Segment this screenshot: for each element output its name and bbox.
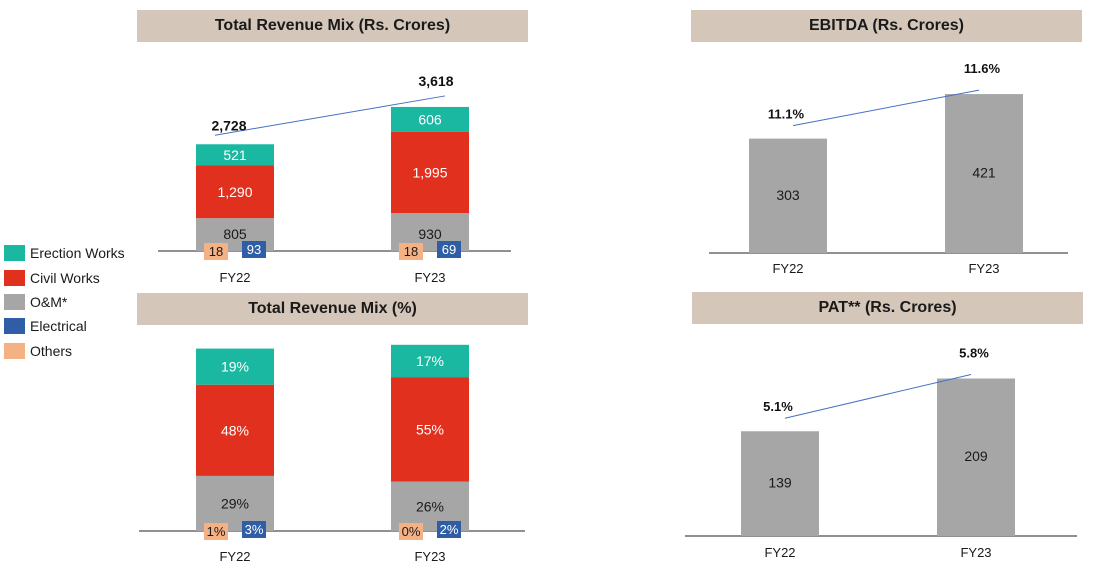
legend-swatch-civil xyxy=(4,269,25,286)
chart-title-pat: PAT** (Rs. Crores) xyxy=(692,292,1083,324)
data-label: 1,290 xyxy=(217,184,252,200)
bar-segment-erectionworks-fy22 xyxy=(196,348,274,385)
data-label: 69 xyxy=(442,242,456,257)
bar-segment-civilworks-fy22 xyxy=(196,165,274,219)
x-tick-label: FY23 xyxy=(414,549,445,564)
data-label: 55% xyxy=(416,421,444,437)
data-label: 1% xyxy=(207,524,226,539)
legend: Erection Works Civil Works O&M* Electric… xyxy=(4,241,125,363)
marker-others-fy22 xyxy=(204,243,228,260)
chart-title-ebitda: EBITDA (Rs. Crores) xyxy=(691,10,1082,42)
marker-electrical-fy23 xyxy=(437,241,461,258)
chart-title-revenue-mix-crores: Total Revenue Mix (Rs. Crores) xyxy=(137,10,528,42)
legend-swatch-erection xyxy=(4,245,25,262)
x-tick-label: FY23 xyxy=(968,261,999,276)
data-label: 0% xyxy=(402,524,421,539)
bar-segment-erectionworks-fy23 xyxy=(391,344,469,378)
x-tick-label: FY22 xyxy=(772,261,803,276)
total-label: 2,728 xyxy=(211,117,246,133)
data-label: 29% xyxy=(221,495,249,511)
bar-fy22 xyxy=(749,138,827,253)
legend-label: Erection Works xyxy=(30,245,125,262)
x-tick-label: FY22 xyxy=(219,270,250,285)
data-label: 139 xyxy=(768,475,792,491)
marker-electrical-fy23 xyxy=(437,521,461,538)
data-label: 3% xyxy=(245,522,264,537)
marker-others-fy22 xyxy=(204,523,228,540)
trend-line xyxy=(214,95,446,136)
margin-label: 5.1% xyxy=(763,399,793,414)
trend-line xyxy=(792,89,980,127)
marker-others-fy23 xyxy=(399,523,423,540)
data-label: 805 xyxy=(223,226,247,242)
data-label: 17% xyxy=(416,353,444,369)
marker-electrical-fy22 xyxy=(242,241,266,258)
legend-swatch-electrical xyxy=(4,318,25,335)
data-label: 18 xyxy=(404,244,418,259)
marker-electrical-fy22 xyxy=(242,521,266,538)
data-label: 303 xyxy=(776,187,800,203)
data-label: 18 xyxy=(209,244,223,259)
bar-segment-civilworks-fy23 xyxy=(391,377,469,482)
data-label: 209 xyxy=(964,448,988,464)
x-tick-label: FY22 xyxy=(764,545,795,560)
x-tick-label: FY23 xyxy=(414,270,445,285)
margin-label: 11.6% xyxy=(964,61,1001,76)
data-label: 93 xyxy=(247,242,261,257)
bar-segment-civilworks-fy22 xyxy=(196,384,274,476)
legend-item-electrical: Electrical xyxy=(4,314,125,338)
legend-item-civil: Civil Works xyxy=(4,265,125,289)
legend-label: Others xyxy=(30,342,73,359)
legend-item-erection: Erection Works xyxy=(4,241,125,265)
data-label: 48% xyxy=(221,422,249,438)
bar-fy23 xyxy=(945,94,1023,253)
legend-label: Electrical xyxy=(30,318,87,335)
margin-label: 5.8% xyxy=(959,345,989,360)
total-label: 3,618 xyxy=(418,73,453,89)
data-label: 1,995 xyxy=(412,164,447,180)
data-label: 521 xyxy=(223,147,247,163)
trend-line xyxy=(784,374,972,419)
data-label: 19% xyxy=(221,359,249,375)
legend-item-others: Others xyxy=(4,339,125,363)
legend-swatch-others xyxy=(4,342,25,359)
marker-others-fy23 xyxy=(399,243,423,260)
bar-fy22 xyxy=(741,431,819,536)
data-label: 421 xyxy=(972,165,996,181)
bar-segment-erectionworks-fy22 xyxy=(196,144,274,166)
data-label: 930 xyxy=(418,226,442,242)
chart-title-revenue-mix-percent: Total Revenue Mix (%) xyxy=(137,293,528,325)
legend-label: Civil Works xyxy=(30,269,100,286)
margin-label: 11.1% xyxy=(768,107,805,122)
x-tick-label: FY23 xyxy=(960,545,991,560)
data-label: 2% xyxy=(440,522,459,537)
bar-segment-erectionworks-fy23 xyxy=(391,106,469,132)
legend-item-om: O&M* xyxy=(4,290,125,314)
legend-label: O&M* xyxy=(30,293,68,310)
x-tick-label: FY22 xyxy=(219,549,250,564)
data-label: 26% xyxy=(416,498,444,514)
data-label: 606 xyxy=(418,111,442,127)
bar-fy23 xyxy=(937,378,1015,536)
bar-segment-civilworks-fy23 xyxy=(391,131,469,214)
legend-swatch-om xyxy=(4,293,25,310)
